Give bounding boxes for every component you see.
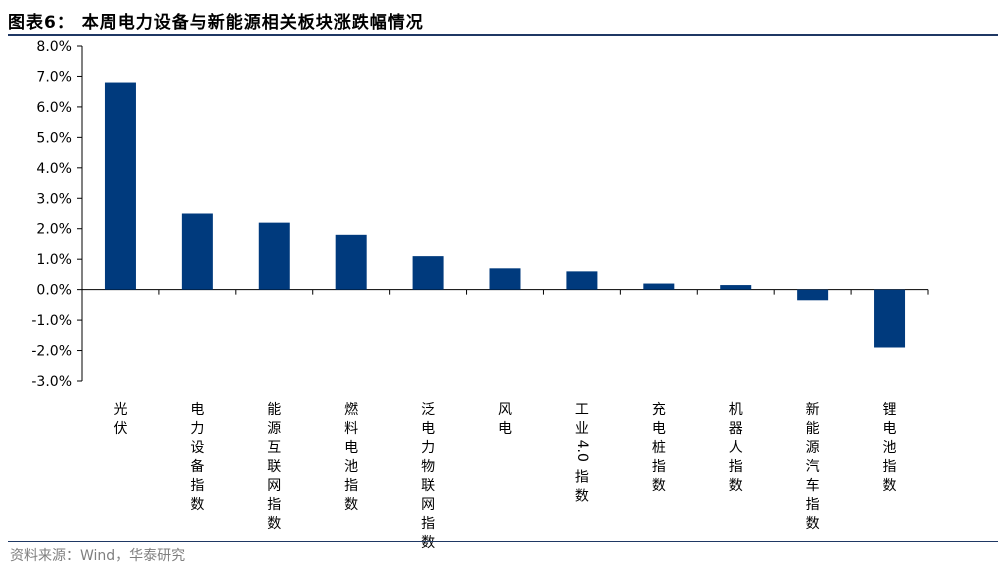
y-tick-label: 5.0%: [36, 130, 72, 146]
y-tick-label: -1.0%: [31, 313, 72, 329]
bar: [797, 289, 829, 301]
y-tick-label: 4.0%: [36, 161, 72, 177]
bar: [181, 213, 213, 290]
category-label: 光伏: [113, 402, 127, 437]
chart-title: 图表6： 本周电力设备与新能源相关板块涨跌幅情况: [8, 13, 424, 33]
bar: [412, 256, 444, 290]
source-divider: [8, 541, 998, 542]
y-tick-label: 8.0%: [36, 39, 72, 55]
title-divider: [8, 34, 998, 36]
y-tick-label: 6.0%: [36, 100, 72, 116]
bar: [720, 285, 752, 290]
category-label: 电力设备指数: [190, 402, 204, 513]
chart-header: 图表6： 本周电力设备与新能源相关板块涨跌幅情况: [8, 4, 998, 36]
bar: [643, 283, 675, 290]
bar: [566, 271, 598, 290]
category-label-segment: 4.0: [574, 440, 590, 462]
category-label: 能源互联网指数: [267, 402, 281, 532]
y-tick-label: 3.0%: [36, 191, 72, 207]
bar: [335, 234, 367, 290]
y-tick-label: 7.0%: [36, 69, 72, 85]
category-label: 泛电力物联网指数: [421, 402, 435, 551]
bar: [104, 82, 136, 290]
source-note: 资料来源：Wind，华泰研究: [10, 548, 186, 564]
category-label: 燃料电池指数: [344, 401, 358, 513]
category-label: 机器人指数: [729, 402, 743, 494]
category-label: 新能源汽车指数: [806, 402, 820, 532]
y-tick-label: -3.0%: [31, 374, 72, 390]
category-label: 风电: [498, 402, 512, 437]
y-tick-label: 2.0%: [36, 222, 72, 238]
category-label: 锂电池指数: [883, 402, 897, 494]
category-label: 工业指数: [575, 402, 589, 505]
bar: [874, 289, 906, 348]
category-label: 充电桩指数: [652, 402, 666, 494]
y-tick-label: 1.0%: [36, 252, 72, 268]
y-tick-label: 0.0%: [36, 283, 72, 299]
y-tick-label: -2.0%: [31, 344, 72, 360]
bar: [489, 268, 521, 290]
bar: [258, 222, 290, 290]
